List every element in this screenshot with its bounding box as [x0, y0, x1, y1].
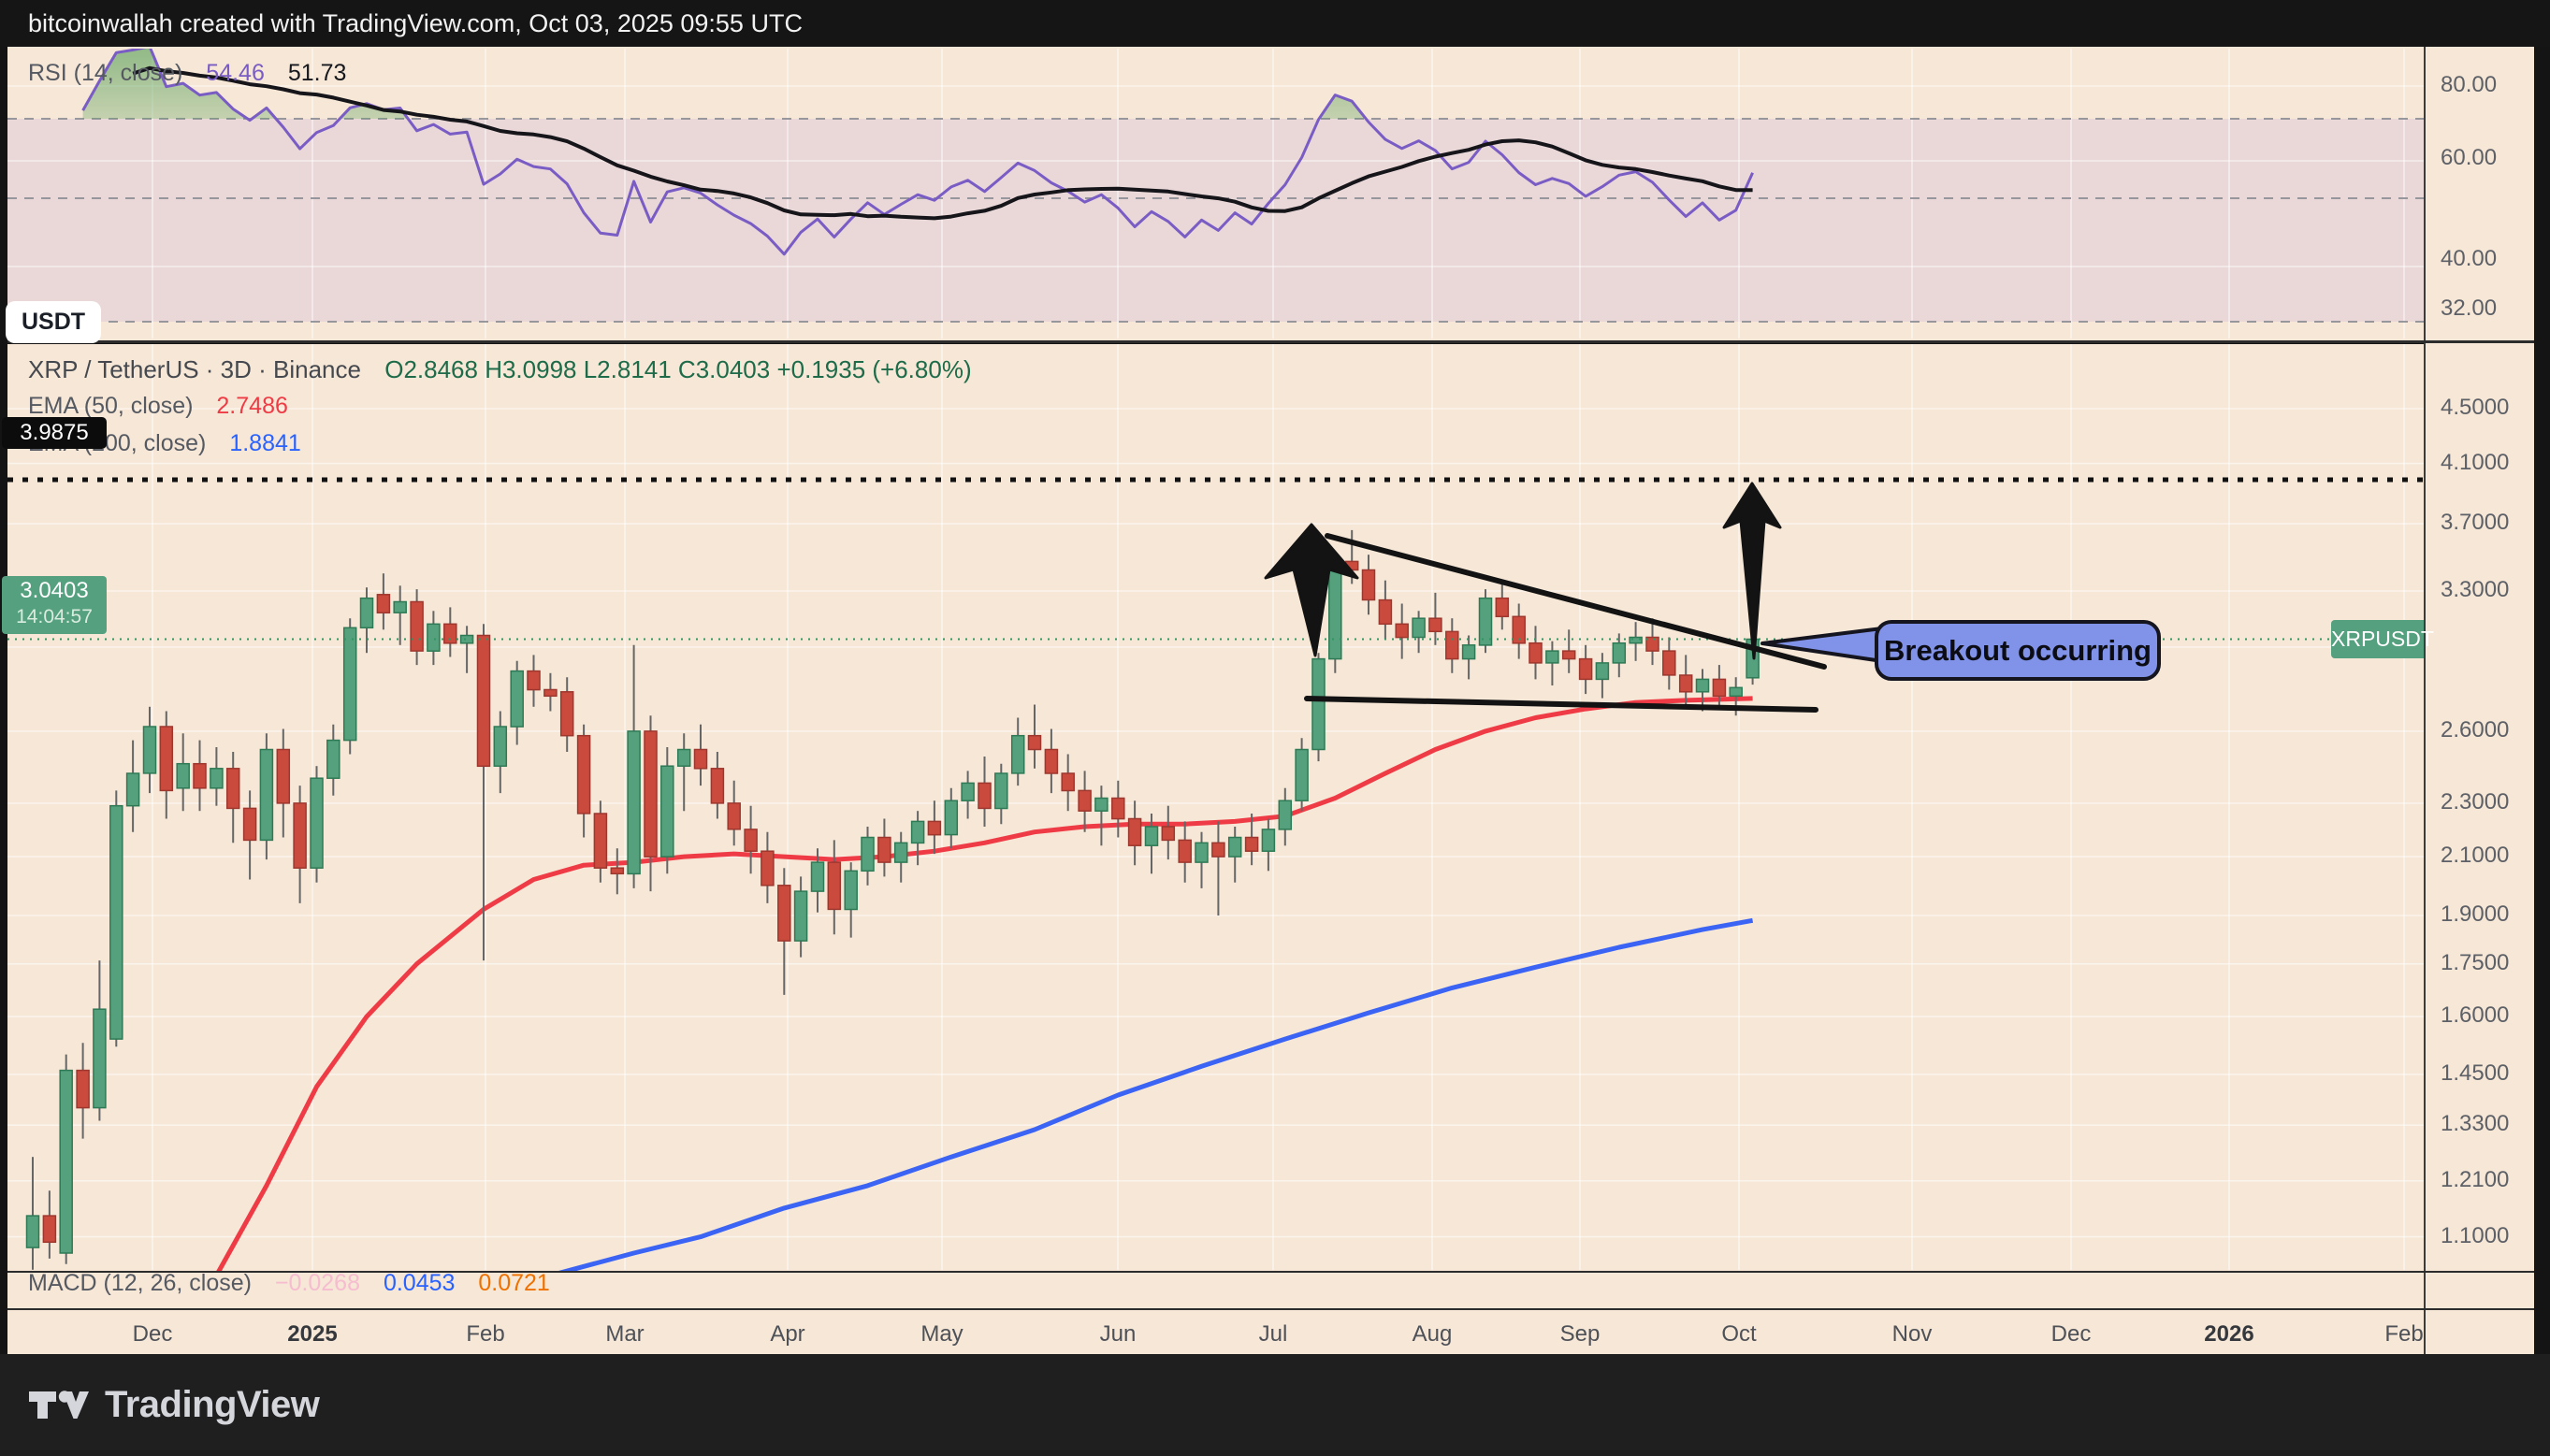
price-tick-label: 1.4500	[2441, 1060, 2510, 1086]
up-arrow-drawing[interactable]	[1264, 523, 1359, 657]
price-tick-label: 1.9000	[2441, 901, 2510, 928]
price-tick-label: 1.7500	[2441, 949, 2510, 975]
price-tick-label: 3.7000	[2441, 510, 2510, 536]
symbol-legend[interactable]: XRP / TetherUS · 3D · Binance O2.8468 H3…	[28, 355, 972, 384]
time-axis-label: Oct	[1721, 1321, 1757, 1347]
attribution-bar: bitcoinwallah created with TradingView.c…	[0, 0, 2550, 47]
tradingview-logo: TradingView	[26, 1384, 320, 1426]
trendline[interactable]	[1325, 533, 1827, 670]
ema200-value: 1.8841	[229, 430, 301, 456]
rsi-tick-label: 32.00	[2441, 295, 2498, 321]
time-axis-label: Mar	[605, 1321, 645, 1347]
time-axis-label: 2025	[287, 1321, 338, 1347]
trendline[interactable]	[1304, 696, 1818, 713]
macd-label: MACD (12, 26, close)	[28, 1270, 252, 1296]
bar-countdown: 14:04:57	[16, 606, 93, 627]
price-tick-label: 1.2100	[2441, 1166, 2510, 1192]
price-tick-label: 2.6000	[2441, 716, 2510, 742]
time-axis[interactable]: Dec 2025 Feb Mar Apr May Jun Jul Aug Sep Oct Nov Dec…	[7, 1310, 2424, 1354]
breakout-callout[interactable]: Breakout occurring	[1875, 620, 2161, 681]
macd-hist-value: −0.0268	[274, 1270, 360, 1296]
time-axis-label: 2026	[2204, 1321, 2254, 1347]
time-axis-label: Dec	[132, 1321, 173, 1347]
time-axis-label: Feb	[466, 1321, 505, 1347]
rsi-legend[interactable]: RSI (14, close) 54.46 51.73	[28, 60, 346, 87]
time-axis-label: Dec	[2050, 1321, 2092, 1347]
price-tick-label: 1.6000	[2441, 1002, 2510, 1029]
tradingview-logo-text: TradingView	[105, 1384, 320, 1425]
time-axis-label: Apr	[770, 1321, 805, 1347]
rsi-value: 54.46	[206, 60, 265, 86]
rsi-tick-label: 80.00	[2441, 72, 2498, 97]
attribution-text: bitcoinwallah created with TradingView.c…	[28, 9, 803, 37]
ema50-legend[interactable]: EMA (50, close) 2.7486	[28, 393, 288, 420]
up-arrow-drawing[interactable]	[1722, 482, 1782, 660]
ema50-value: 2.7486	[216, 393, 288, 419]
time-axis-label: Feb	[2384, 1321, 2424, 1347]
pane-separator[interactable]	[7, 1271, 2534, 1273]
time-axis-label: Jun	[1099, 1321, 1137, 1347]
alert-price-badge: 3.9875	[2, 417, 107, 449]
tradingview-logo-icon	[29, 1390, 89, 1419]
price-tick-label: 4.1000	[2441, 449, 2510, 475]
ema50-label: EMA (50, close)	[28, 393, 194, 419]
price-tick-label: 1.3300	[2441, 1111, 2510, 1137]
price-tick-label: 3.3000	[2441, 577, 2510, 602]
pane-separator[interactable]	[7, 340, 2534, 343]
price-pane[interactable]	[7, 344, 2424, 1308]
rsi-legend-label: RSI (14, close)	[28, 60, 183, 86]
macd-legend[interactable]: MACD (12, 26, close) −0.0268 0.0453 0.07…	[28, 1270, 550, 1297]
last-price: 3.0403	[20, 578, 89, 603]
last-price-badge: 3.0403 14:04:57	[2, 576, 107, 634]
price-scale[interactable]: 4.5000 4.1000 3.7000 3.3000 2.6000 2.3000 2.10…	[2424, 47, 2534, 1354]
macd-signal-value: 0.0721	[478, 1270, 550, 1296]
pane-separator	[7, 1308, 2534, 1310]
price-tick-label: 2.1000	[2441, 843, 2510, 869]
time-axis-label: Nov	[1891, 1321, 1933, 1347]
time-axis-label: May	[920, 1321, 963, 1347]
price-tick-label: 4.5000	[2441, 395, 2510, 421]
time-axis-label: Jul	[1258, 1321, 1288, 1347]
footer-bar: TradingView	[0, 1354, 2550, 1456]
symbol-price-label: XRPUSDT	[2331, 620, 2434, 658]
currency-toggle-button[interactable]: USDT	[6, 301, 101, 343]
price-tick-label: 1.1000	[2441, 1222, 2510, 1248]
symbol-title: XRP / TetherUS · 3D · Binance	[28, 355, 361, 383]
price-tick-label: 2.3000	[2441, 788, 2510, 814]
rsi-tick-label: 40.00	[2441, 246, 2498, 271]
time-axis-label: Aug	[1412, 1321, 1453, 1347]
rsi-tick-label: 60.00	[2441, 144, 2498, 170]
ohlc-values: O2.8468 H3.0998 L2.8141 C3.0403 +0.1935 …	[384, 355, 972, 383]
rsi-ma-value: 51.73	[287, 60, 347, 86]
time-axis-label: Sep	[1559, 1321, 1601, 1347]
rsi-neutral-band	[7, 119, 2424, 322]
macd-line-value: 0.0453	[383, 1270, 456, 1296]
